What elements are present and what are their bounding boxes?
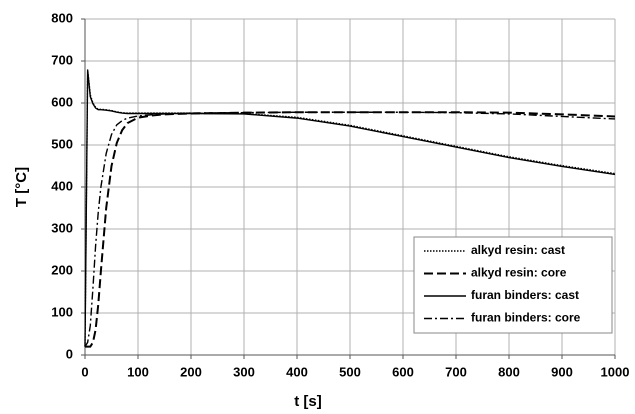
- y-axis-title: T [°C]: [13, 167, 30, 207]
- y-tick-label: 500: [51, 136, 73, 151]
- x-tick-label: 700: [445, 364, 467, 379]
- y-tick-label: 700: [51, 52, 73, 67]
- legend-label: furan binders: cast: [471, 288, 579, 302]
- y-tick-label: 400: [51, 178, 73, 193]
- series-line: [84, 70, 616, 347]
- y-tick-label: 0: [66, 346, 73, 361]
- x-tick-label: 300: [233, 364, 255, 379]
- x-tick-label: 800: [498, 364, 520, 379]
- x-tick-label: 400: [286, 364, 308, 379]
- legend-label: furan binders: core: [471, 311, 581, 325]
- x-tick-label: 900: [551, 364, 573, 379]
- y-tick-label: 800: [51, 10, 73, 25]
- legend-box: [413, 236, 613, 334]
- y-tick-label: 200: [51, 262, 73, 277]
- x-tick-label: 0: [81, 364, 88, 379]
- x-tick-label: 200: [180, 364, 202, 379]
- y-tick-label: 100: [51, 304, 73, 319]
- legend-label: alkyd resin: cast: [471, 243, 565, 257]
- series-line: [84, 111, 616, 347]
- x-axis-title: t [s]: [294, 393, 322, 410]
- x-tick-label: 100: [127, 364, 149, 379]
- x-tick-label: 1000: [601, 364, 630, 379]
- y-tick-label: 300: [51, 220, 73, 235]
- x-tick-label: 600: [392, 364, 414, 379]
- legend-label: alkyd resin: core: [471, 266, 567, 280]
- x-tick-label: 500: [339, 364, 361, 379]
- y-tick-label: 600: [51, 94, 73, 109]
